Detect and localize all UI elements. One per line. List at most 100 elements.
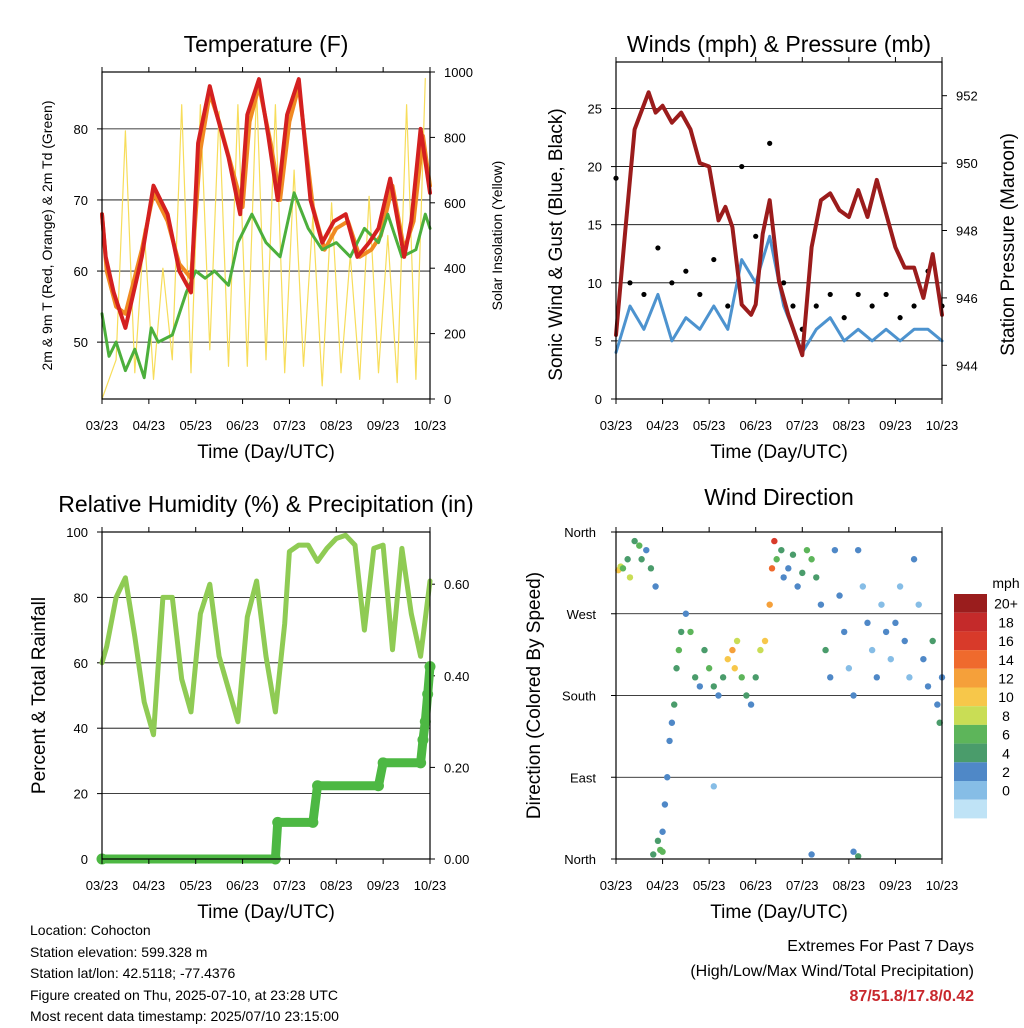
chart-title: Temperature (F) <box>184 31 349 57</box>
colorbar-label: 10 <box>998 689 1014 705</box>
colorbar-cell <box>954 631 987 651</box>
direction-point <box>650 851 657 858</box>
winds-pressure-panel: 0 5 10 15 20 25 944 946 948 950 952 Winds (mph) & P… <box>546 31 1019 463</box>
y-tick-label: 0 <box>595 392 602 407</box>
precip-point <box>415 757 427 769</box>
direction-point <box>773 556 780 563</box>
gust-point <box>725 303 731 309</box>
x-tick-label: 06/23 <box>226 878 259 893</box>
x-tick-label: 04/23 <box>133 418 166 433</box>
direction-point <box>836 592 843 599</box>
x-tick-label: 09/23 <box>879 418 912 433</box>
gust-point <box>781 280 787 286</box>
y-right-tick-label: 400 <box>444 261 466 276</box>
direction-point <box>850 692 857 699</box>
x-tick-label: 03/23 <box>86 878 119 893</box>
x-tick-label: 08/23 <box>833 418 866 433</box>
direction-point <box>780 574 787 581</box>
direction-point <box>761 637 769 645</box>
gust-point <box>855 291 861 298</box>
direction-point <box>766 601 773 608</box>
x-tick-label: 05/23 <box>179 878 212 893</box>
plot-frame <box>615 531 943 860</box>
y-tick-label: 20 <box>74 787 88 802</box>
direction-point <box>738 674 745 681</box>
colorbar-cell <box>954 781 987 800</box>
direction-point <box>808 556 815 563</box>
colorbar-label: 2 <box>1002 764 1010 780</box>
plot-frame <box>101 531 431 860</box>
x-tick-label: 07/23 <box>786 878 819 893</box>
y-right-tick-label: 1000 <box>444 65 473 80</box>
plot-frame <box>101 71 431 400</box>
extremes-box: Extremes For Past 7 Days (High/Low/Max W… <box>690 934 974 1009</box>
y-right-tick-label: 952 <box>956 89 978 104</box>
precip-point <box>377 757 389 769</box>
y-tick-label: East <box>570 770 596 785</box>
direction-point <box>673 665 680 672</box>
precip-point <box>307 816 319 828</box>
direction-point <box>675 646 683 654</box>
direction-point <box>666 737 673 745</box>
direction-point <box>813 574 820 581</box>
plot-frame <box>615 61 943 400</box>
y-right-tick-label: 946 <box>956 291 978 306</box>
y-tick-label: 60 <box>74 656 88 671</box>
x-tick-label: 05/23 <box>693 878 726 893</box>
series-line-rh <box>99 532 433 738</box>
x-tick-label: 06/23 <box>739 418 772 433</box>
direction-point <box>757 646 764 654</box>
y-tick-label: 60 <box>74 264 88 279</box>
created-text: Figure created on Thu, 2025-07-10, at 23… <box>30 986 338 1003</box>
direction-point <box>915 601 922 608</box>
direction-point <box>678 628 685 636</box>
direction-point <box>859 583 867 590</box>
direction-point <box>771 537 778 545</box>
x-tick-label: 10/23 <box>926 878 959 893</box>
direction-point <box>724 655 731 663</box>
x-axis-label: Time (Day/UTC) <box>197 902 335 923</box>
y-tick-label: 100 <box>66 525 88 540</box>
direction-point <box>619 565 627 572</box>
y-tick-label: 40 <box>74 721 88 736</box>
y-right-tick-label: 600 <box>444 196 466 211</box>
y-right-tick-label: 944 <box>956 358 978 373</box>
gust-point <box>790 303 796 309</box>
direction-point <box>752 674 759 681</box>
x-tick-label: 05/23 <box>179 418 212 433</box>
direction-point <box>626 574 634 581</box>
y-tick-label: 80 <box>74 122 88 137</box>
gust-point <box>655 245 661 251</box>
colorbar-cell <box>954 687 987 707</box>
direction-point <box>882 628 890 636</box>
y-tick-label: West <box>567 607 597 622</box>
direction-point <box>822 646 829 654</box>
x-axis-label: Time (Day/UTC) <box>710 442 848 463</box>
y-right-axis-label: Solar Insolation (Yellow) <box>489 161 505 311</box>
colorbar-label: 0 <box>1002 783 1010 799</box>
direction-point <box>647 565 655 572</box>
direction-point <box>854 546 862 554</box>
gust-point <box>697 291 703 298</box>
colorbar-label: 18 <box>998 614 1014 630</box>
y-right-tick-label: 800 <box>444 130 466 145</box>
direction-point <box>873 674 880 681</box>
chart-title: Winds (mph) & Pressure (mb) <box>627 31 931 57</box>
precip-point <box>372 780 384 792</box>
x-tick-label: 08/23 <box>320 418 353 433</box>
x-tick-label: 09/23 <box>879 878 912 893</box>
colorbar-cell <box>954 724 987 744</box>
direction-point <box>878 601 885 608</box>
precip-point <box>422 688 434 700</box>
precip-point <box>312 780 324 792</box>
colorbar-cell <box>954 612 987 632</box>
direction-point <box>768 565 776 572</box>
y-tick-label: 80 <box>74 590 88 605</box>
y-axis-label: Sonic Wind & Gust (Blue, Black) <box>546 108 567 380</box>
colorbar-label: 12 <box>998 671 1014 687</box>
direction-point <box>743 692 750 699</box>
x-tick-label: 04/23 <box>646 418 679 433</box>
direction-point <box>920 655 927 663</box>
